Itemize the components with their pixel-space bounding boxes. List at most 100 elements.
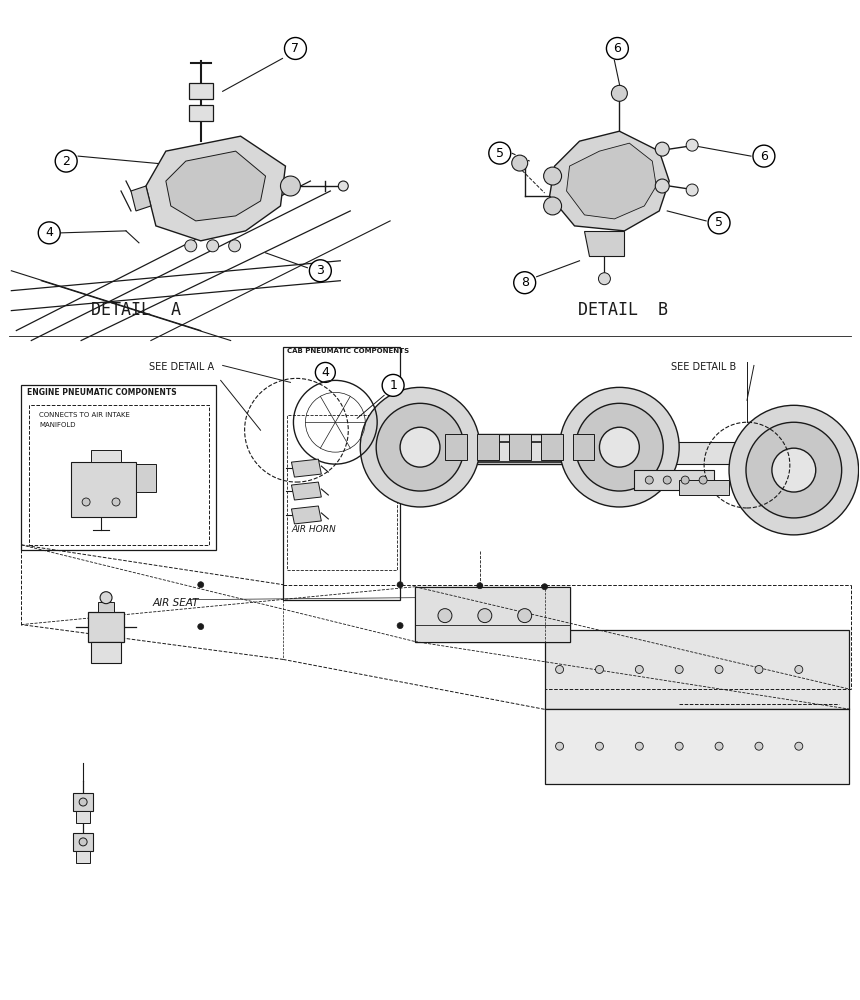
Bar bbox=[630, 442, 749, 464]
Text: 3: 3 bbox=[316, 264, 324, 277]
Circle shape bbox=[686, 139, 698, 151]
Bar bbox=[415, 587, 569, 642]
Circle shape bbox=[655, 179, 669, 193]
Circle shape bbox=[729, 405, 858, 535]
Circle shape bbox=[611, 85, 627, 101]
Circle shape bbox=[438, 609, 452, 623]
Text: CAB PNEUMATIC COMPONENTS: CAB PNEUMATIC COMPONENTS bbox=[287, 348, 409, 354]
Bar bbox=[544, 709, 849, 784]
Circle shape bbox=[715, 665, 723, 673]
Bar bbox=[98, 602, 114, 612]
Bar bbox=[573, 434, 594, 460]
Circle shape bbox=[686, 184, 698, 196]
Circle shape bbox=[280, 176, 300, 196]
Text: SEE DETAIL B: SEE DETAIL B bbox=[671, 362, 736, 372]
Bar bbox=[88, 612, 124, 642]
Circle shape bbox=[38, 222, 60, 244]
Text: CONNECTS TO AIR INTAKE: CONNECTS TO AIR INTAKE bbox=[40, 412, 130, 418]
Circle shape bbox=[198, 624, 204, 630]
Text: ENGINE PNEUMATIC COMPONENTS: ENGINE PNEUMATIC COMPONENTS bbox=[28, 388, 177, 397]
Circle shape bbox=[542, 584, 548, 590]
Bar bbox=[544, 630, 849, 709]
Polygon shape bbox=[585, 231, 624, 256]
Polygon shape bbox=[292, 482, 322, 500]
Circle shape bbox=[376, 403, 464, 491]
Circle shape bbox=[206, 240, 218, 252]
Text: 1: 1 bbox=[390, 379, 397, 392]
Circle shape bbox=[595, 742, 604, 750]
Circle shape bbox=[606, 37, 629, 59]
Polygon shape bbox=[567, 143, 656, 219]
Circle shape bbox=[112, 498, 120, 506]
Polygon shape bbox=[292, 506, 322, 524]
Circle shape bbox=[755, 742, 763, 750]
Circle shape bbox=[575, 403, 663, 491]
Text: 5: 5 bbox=[715, 216, 723, 229]
Circle shape bbox=[518, 609, 531, 623]
Text: 7: 7 bbox=[292, 42, 299, 55]
Circle shape bbox=[400, 427, 440, 467]
Circle shape bbox=[397, 623, 403, 629]
Circle shape bbox=[512, 155, 528, 171]
Bar bbox=[73, 833, 93, 851]
Text: 8: 8 bbox=[520, 276, 529, 289]
Polygon shape bbox=[550, 131, 669, 231]
Circle shape bbox=[675, 665, 683, 673]
Text: AIR HORN: AIR HORN bbox=[292, 525, 336, 534]
Circle shape bbox=[795, 665, 802, 673]
Circle shape bbox=[746, 422, 842, 518]
Circle shape bbox=[544, 167, 562, 185]
Bar bbox=[679, 480, 729, 495]
Text: 5: 5 bbox=[495, 147, 504, 160]
FancyBboxPatch shape bbox=[189, 83, 212, 99]
Circle shape bbox=[79, 838, 87, 846]
Bar bbox=[445, 434, 467, 460]
Text: MANIFOLD: MANIFOLD bbox=[40, 422, 76, 428]
Bar bbox=[73, 793, 93, 811]
Polygon shape bbox=[292, 459, 322, 477]
Circle shape bbox=[755, 665, 763, 673]
Circle shape bbox=[560, 387, 679, 507]
Bar bbox=[541, 434, 562, 460]
Circle shape bbox=[55, 150, 77, 172]
Bar bbox=[22, 385, 216, 550]
Circle shape bbox=[599, 273, 611, 285]
Circle shape bbox=[478, 609, 492, 623]
Polygon shape bbox=[146, 136, 286, 241]
Circle shape bbox=[753, 145, 775, 167]
Bar bbox=[91, 450, 121, 462]
Bar bbox=[77, 811, 90, 823]
Circle shape bbox=[655, 142, 669, 156]
Bar bbox=[476, 434, 499, 460]
Bar bbox=[29, 405, 209, 545]
Circle shape bbox=[795, 742, 802, 750]
Circle shape bbox=[663, 476, 671, 484]
Bar bbox=[415, 587, 569, 642]
Text: SEE DETAIL A: SEE DETAIL A bbox=[149, 362, 214, 372]
Circle shape bbox=[645, 476, 654, 484]
Bar bbox=[77, 851, 90, 863]
Text: DETAIL  A: DETAIL A bbox=[91, 301, 181, 319]
Circle shape bbox=[100, 592, 112, 604]
Circle shape bbox=[397, 582, 403, 588]
Circle shape bbox=[708, 212, 730, 234]
Circle shape bbox=[772, 448, 816, 492]
Circle shape bbox=[476, 583, 482, 589]
Circle shape bbox=[556, 665, 563, 673]
Polygon shape bbox=[131, 186, 150, 211]
Text: AIR SEAT: AIR SEAT bbox=[153, 598, 200, 608]
Bar bbox=[287, 415, 397, 570]
Text: 6: 6 bbox=[613, 42, 621, 55]
Text: 6: 6 bbox=[760, 150, 768, 163]
Circle shape bbox=[636, 742, 643, 750]
Circle shape bbox=[338, 181, 348, 191]
Circle shape bbox=[681, 476, 689, 484]
Circle shape bbox=[360, 387, 480, 507]
Text: 2: 2 bbox=[62, 155, 71, 168]
Bar bbox=[71, 462, 136, 517]
FancyBboxPatch shape bbox=[189, 105, 212, 121]
Bar bbox=[284, 347, 400, 600]
Circle shape bbox=[715, 742, 723, 750]
Circle shape bbox=[382, 374, 404, 396]
Text: 4: 4 bbox=[322, 366, 329, 379]
